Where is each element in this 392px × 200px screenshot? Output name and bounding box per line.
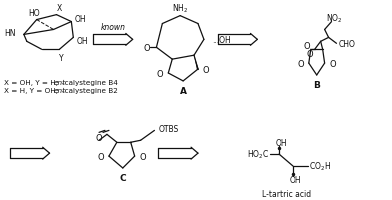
Text: NH$_2$: NH$_2$ <box>172 2 188 15</box>
Text: OH: OH <box>74 15 86 24</box>
Text: CO$_2$H: CO$_2$H <box>309 160 331 172</box>
Text: -calystegine B4: -calystegine B4 <box>62 80 118 86</box>
Text: C: C <box>120 174 126 182</box>
Text: O: O <box>307 49 313 58</box>
Text: O: O <box>330 59 336 68</box>
Text: B: B <box>313 81 320 90</box>
Text: OTBS: OTBS <box>158 124 179 133</box>
Text: X = OH, Y = H;: X = OH, Y = H; <box>4 80 60 86</box>
Polygon shape <box>194 56 199 71</box>
Text: O: O <box>97 152 104 161</box>
Text: A: A <box>180 87 187 96</box>
Text: Y: Y <box>59 53 64 62</box>
Text: ent: ent <box>54 80 65 86</box>
Text: NO$_2$: NO$_2$ <box>326 12 343 25</box>
Text: CHO: CHO <box>338 40 356 49</box>
Text: O: O <box>140 152 146 161</box>
Text: O: O <box>143 44 150 53</box>
Text: ...OH: ...OH <box>212 36 230 45</box>
Text: OH: OH <box>289 175 301 184</box>
Text: X = H, Y = OH;: X = H, Y = OH; <box>4 87 60 93</box>
Text: HN: HN <box>4 29 16 38</box>
Text: OH: OH <box>76 37 88 46</box>
Text: O: O <box>95 133 102 142</box>
Text: known: known <box>100 23 125 32</box>
Text: HO: HO <box>28 9 40 18</box>
Text: OH: OH <box>275 138 287 147</box>
Text: -calystegine B2: -calystegine B2 <box>62 87 118 93</box>
Text: HO$_2$C: HO$_2$C <box>247 148 269 161</box>
Text: O: O <box>303 42 310 51</box>
Text: L-tartric acid: L-tartric acid <box>263 189 312 198</box>
Text: ent: ent <box>54 87 65 93</box>
Text: O: O <box>203 65 210 74</box>
Text: O: O <box>297 59 304 68</box>
Text: X: X <box>57 4 62 13</box>
Text: O: O <box>157 69 163 78</box>
